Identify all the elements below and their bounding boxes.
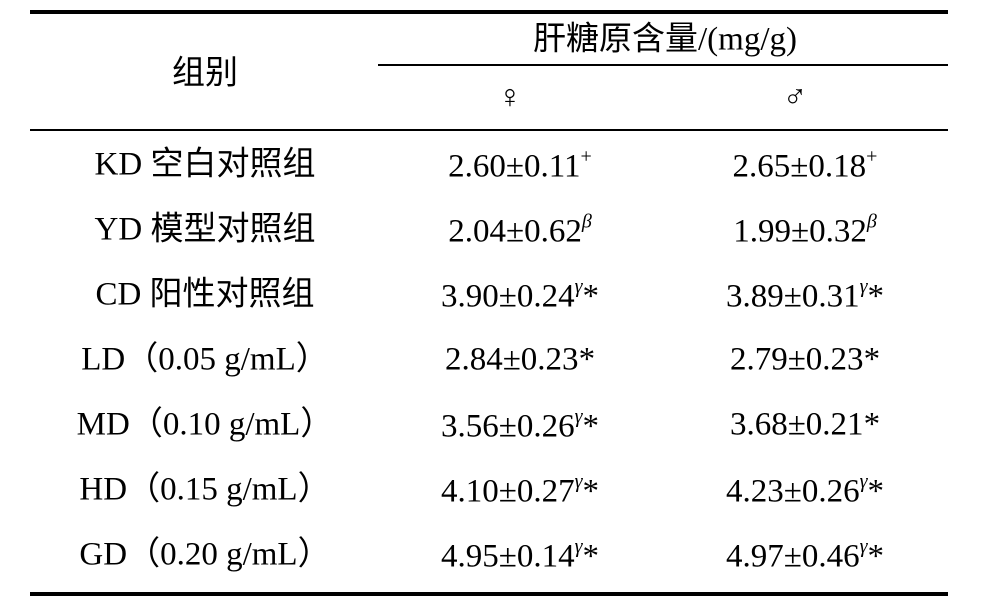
group-cell: LD（0.05 g/mL）: [81, 341, 329, 378]
sub-header-rule: [378, 64, 948, 66]
significance-mark: γ: [859, 470, 868, 493]
value-cell: 4.95±0.14γ*: [441, 537, 599, 574]
female-header: ♀: [497, 79, 523, 116]
value-cell: 3.68±0.21*: [729, 406, 881, 443]
group-label: YD 模型对照组: [94, 211, 316, 248]
significance-mark: γ: [859, 535, 868, 558]
significance-mark: β: [866, 210, 877, 233]
value-cell: 4.23±0.26γ*: [726, 472, 884, 509]
significance-star: *: [867, 473, 885, 510]
significance-mark: γ: [859, 275, 868, 298]
significance-star: *: [863, 406, 881, 443]
header-rule: [30, 129, 948, 131]
value-cell: 1.99±0.32β: [733, 212, 877, 249]
mean-sd: 3.89±0.31: [725, 278, 860, 315]
group-cell: HD（0.15 g/mL）: [79, 471, 331, 508]
mean-sd: 2.60±0.11: [448, 148, 581, 185]
significance-star: *: [582, 538, 600, 575]
group-header: 组别: [172, 55, 238, 92]
group-label: KD 空白对照组: [94, 146, 316, 183]
group-cell: KD 空白对照组: [94, 146, 316, 183]
mean-sd: 3.90±0.24: [440, 278, 575, 315]
significance-mark: γ: [574, 405, 583, 428]
value-cell: 2.79±0.23*: [729, 341, 881, 378]
group-label: MD（0.10 g/mL）: [76, 406, 334, 443]
significance-mark: γ: [574, 470, 583, 493]
male-header: ♂: [782, 79, 808, 116]
group-cell: CD 阳性对照组: [95, 276, 315, 313]
bottom-rule: [30, 592, 948, 596]
mean-sd: 1.99±0.32: [733, 213, 867, 250]
mean-sd: 4.97±0.46: [725, 538, 860, 575]
value-cell: 3.89±0.31γ*: [726, 277, 884, 314]
mean-sd: 3.68±0.21: [729, 406, 864, 443]
group-label: HD（0.15 g/mL）: [79, 471, 331, 508]
measure-header: 肝糖原含量/(mg/g): [533, 21, 797, 58]
group-cell: YD 模型对照组: [94, 211, 316, 248]
value-cell: 2.84±0.23*: [444, 341, 596, 378]
value-cell: 4.10±0.27γ*: [441, 472, 599, 509]
significance-star: *: [863, 341, 881, 378]
significance-star: *: [867, 538, 885, 575]
group-label: CD 阳性对照组: [95, 276, 315, 313]
significance-star: *: [578, 341, 596, 378]
significance-mark: γ: [574, 275, 583, 298]
significance-star: *: [582, 473, 600, 510]
mean-sd: 2.84±0.23: [444, 341, 579, 378]
significance-mark: +: [866, 145, 878, 168]
significance-star: *: [582, 408, 600, 445]
mean-sd: 4.95±0.14: [440, 538, 575, 575]
value-cell: 4.97±0.46γ*: [726, 537, 884, 574]
mean-sd: 4.10±0.27: [440, 473, 575, 510]
top-rule: [30, 10, 948, 14]
group-cell: GD（0.20 g/mL）: [79, 536, 331, 573]
significance-star: *: [582, 278, 600, 315]
value-cell: 3.56±0.26γ*: [441, 407, 599, 444]
mean-sd: 4.23±0.26: [725, 473, 860, 510]
mean-sd: 2.65±0.18: [732, 148, 867, 185]
value-cell: 3.90±0.24γ*: [441, 277, 599, 314]
group-cell: MD（0.10 g/mL）: [76, 406, 334, 443]
significance-star: *: [867, 278, 885, 315]
significance-mark: +: [580, 145, 592, 168]
mean-sd: 3.56±0.26: [440, 408, 575, 445]
significance-mark: β: [581, 210, 592, 233]
significance-mark: γ: [574, 535, 583, 558]
value-cell: 2.65±0.18+: [733, 147, 878, 184]
mean-sd: 2.79±0.23: [729, 341, 864, 378]
group-label: LD（0.05 g/mL）: [81, 341, 329, 378]
group-label: GD（0.20 g/mL）: [79, 536, 331, 573]
value-cell: 2.04±0.62β: [448, 212, 592, 249]
value-cell: 2.60±0.11+: [448, 147, 592, 184]
mean-sd: 2.04±0.62: [448, 213, 582, 250]
